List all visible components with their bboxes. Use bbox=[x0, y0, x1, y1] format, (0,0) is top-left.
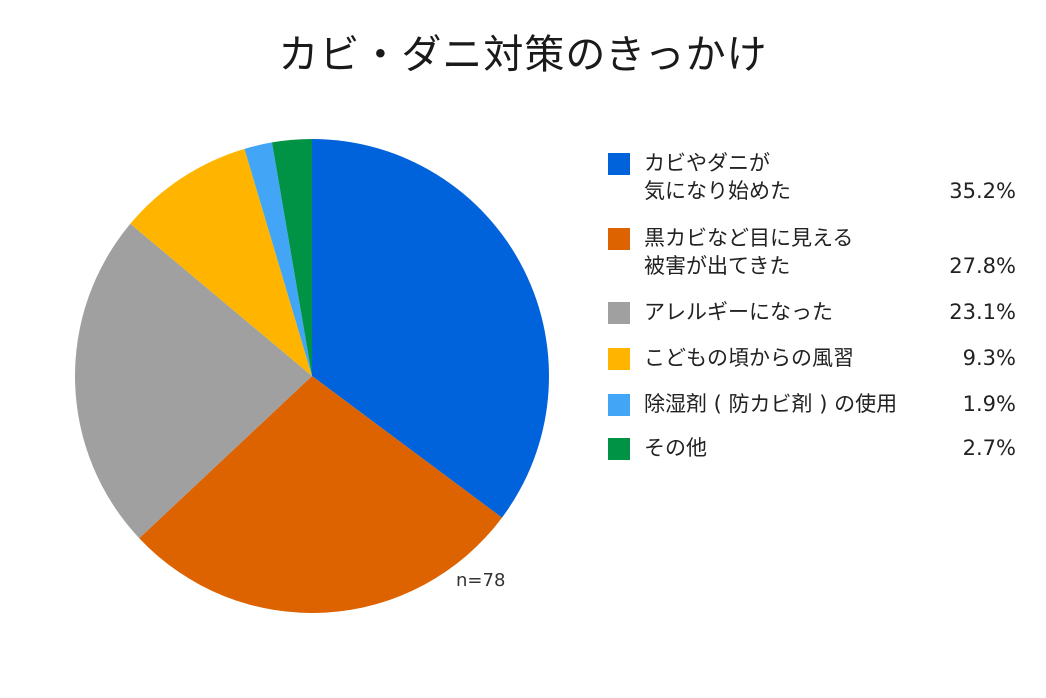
legend-swatch bbox=[608, 438, 630, 460]
pie-slice-1 bbox=[139, 376, 502, 614]
legend-label-line: こどもの頃からの風習 bbox=[644, 346, 854, 370]
legend-label: その他 bbox=[644, 434, 707, 462]
legend-swatch bbox=[608, 348, 630, 370]
legend-label-line: カビやダニが bbox=[644, 151, 770, 175]
legend-label: こどもの頃からの風習 bbox=[644, 344, 854, 372]
legend-swatch bbox=[608, 228, 630, 250]
pie-slice-3 bbox=[130, 148, 312, 376]
legend-swatch bbox=[608, 153, 630, 175]
pie-slice-0 bbox=[312, 139, 549, 518]
pie-slice-5 bbox=[271, 139, 312, 376]
legend-label-line: 除湿剤 ( 防カビ剤 ) の使用 bbox=[644, 392, 898, 416]
legend-value: 9.3% bbox=[962, 346, 1016, 370]
legend-swatch bbox=[608, 302, 630, 324]
legend-label-line: 被害が出てきた bbox=[644, 254, 791, 278]
legend-label-line: 黒カビなど目に見える bbox=[644, 226, 854, 250]
legend-label: カビやダニが 気になり始めた bbox=[644, 149, 791, 205]
sample-size-note: n=78 bbox=[456, 570, 505, 591]
legend-label: アレルギーになった bbox=[644, 298, 833, 326]
legend-label-line: その他 bbox=[644, 436, 707, 460]
pie-slice-4 bbox=[244, 142, 312, 376]
legend-value: 23.1% bbox=[949, 300, 1016, 324]
legend-value: 35.2% bbox=[949, 179, 1016, 203]
chart-title: カビ・ダニ対策のきっかけ bbox=[278, 32, 768, 78]
pie-slices bbox=[74, 139, 549, 614]
legend-label-line: 気になり始めた bbox=[644, 179, 791, 203]
legend-value: 2.7% bbox=[962, 436, 1016, 460]
legend-label-line: アレルギーになった bbox=[644, 300, 833, 324]
legend-swatch bbox=[608, 394, 630, 416]
legend-label: 黒カビなど目に見える 被害が出てきた bbox=[644, 224, 853, 280]
legend-value: 1.9% bbox=[962, 392, 1016, 416]
legend-value: 27.8% bbox=[949, 254, 1016, 278]
pie-slice-2 bbox=[74, 223, 313, 539]
legend-label: 除湿剤 ( 防カビ剤 ) の使用 bbox=[644, 390, 897, 418]
